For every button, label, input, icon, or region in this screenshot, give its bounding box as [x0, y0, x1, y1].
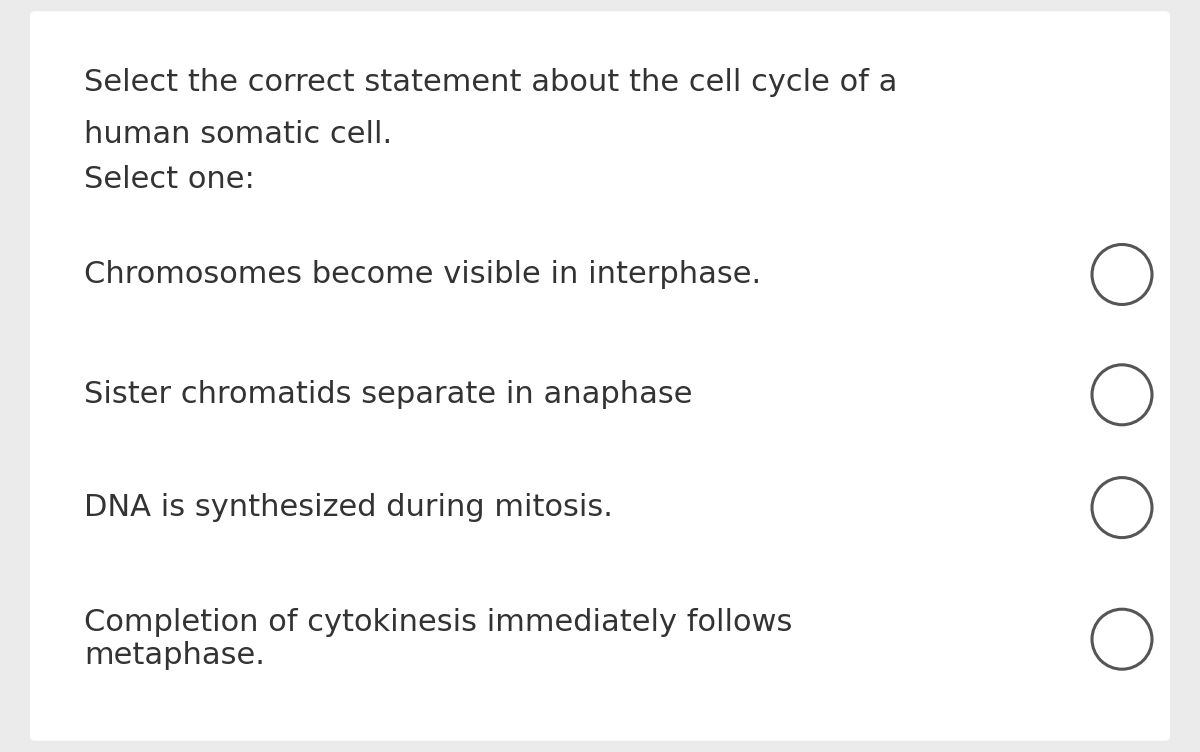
- Text: human somatic cell.: human somatic cell.: [84, 120, 392, 150]
- FancyBboxPatch shape: [30, 11, 1170, 741]
- Text: Select the correct statement about the cell cycle of a: Select the correct statement about the c…: [84, 68, 898, 97]
- Text: Completion of cytokinesis immediately follows
metaphase.: Completion of cytokinesis immediately fo…: [84, 608, 792, 671]
- Text: Sister chromatids separate in anaphase: Sister chromatids separate in anaphase: [84, 381, 692, 409]
- Text: Select one:: Select one:: [84, 165, 254, 195]
- Text: DNA is synthesized during mitosis.: DNA is synthesized during mitosis.: [84, 493, 613, 522]
- Text: Chromosomes become visible in interphase.: Chromosomes become visible in interphase…: [84, 260, 761, 289]
